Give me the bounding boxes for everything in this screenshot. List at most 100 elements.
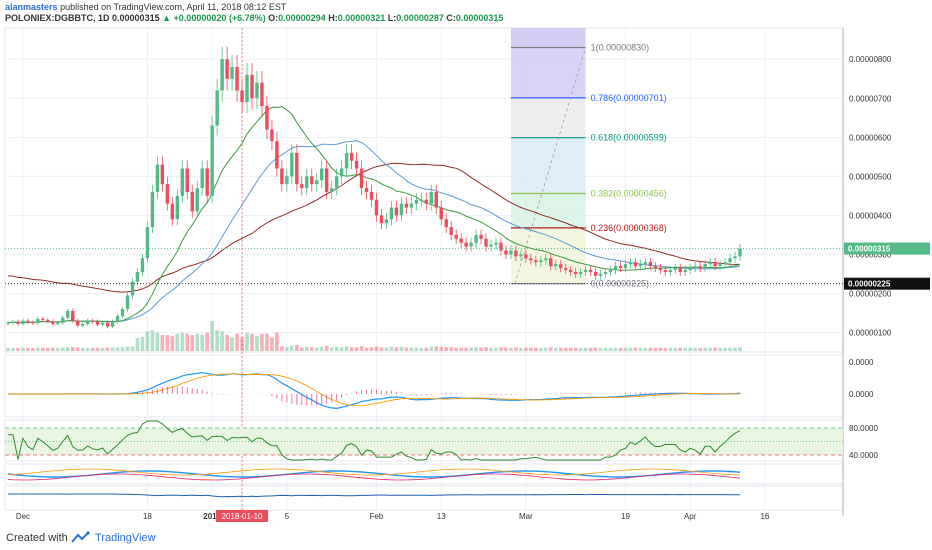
candle-body [628,262,633,265]
candle-body [31,322,35,324]
publish-line: alanmasters published on TradingView.com… [5,1,286,13]
tradingview-link[interactable]: TradingView [95,532,156,544]
last-price-tag-label: 0.00000315 [848,245,891,254]
support-price-tag [844,277,930,290]
volume-bar [593,347,598,351]
volume-bar [16,347,20,351]
candle-body [693,266,697,269]
candle-body [529,258,533,261]
candle-body [683,270,687,272]
candle-body [564,268,568,271]
volume-bar [733,347,737,351]
volume-bar [424,347,429,351]
candle-body [26,320,30,323]
chart-header: alanmasters published on TradingView.com… [0,0,932,24]
volume-bar [474,347,478,351]
candle-body [220,59,224,91]
volume-bar [499,347,503,351]
x-axis-label: 2018-01-10 [222,512,263,521]
rsi-line [8,420,741,461]
volume-bar [65,347,70,351]
volume-bar [708,347,712,351]
volume-bar [384,347,389,351]
volume-bar [673,347,678,351]
pane-0 [4,27,844,353]
price-tick-label: 0.00000100 [849,328,892,337]
volume-bar [150,330,155,351]
pane-1 [4,354,844,418]
x-axis-label: 2018 [203,512,221,521]
volume-bar [319,346,324,351]
candle-body [16,321,20,324]
candle-body [449,227,453,235]
indicator3-line-1 [7,473,741,481]
candle-body [310,176,314,185]
candle-body [329,188,334,192]
volume-bar [543,347,548,351]
candle-body [46,319,50,322]
volume-bar [130,346,135,351]
volume-bar [369,347,374,351]
volume-bar [558,347,563,351]
candle-body [200,168,204,189]
candle-body [21,320,25,324]
candle-body [688,268,692,271]
volume-bar [120,347,125,351]
volume-bar [295,344,299,351]
candle-body [369,191,374,200]
volume-bar [324,345,329,351]
volume-bar [344,346,349,351]
volume-bar [260,333,264,351]
candle-body [135,271,140,282]
volume-bar [70,347,75,351]
fib-label-5: 0(0.00000225) [591,279,650,289]
volume-bar [41,347,45,351]
high-value: 0.00000321 [337,13,386,23]
last-price: 0.00000315 [112,13,160,23]
fib-band-2 [510,137,586,194]
candle-body [588,270,593,272]
volume-bar [155,332,160,351]
candle-body [66,311,70,318]
macd-signal-line [8,373,741,407]
candle-body [718,264,722,267]
candle-body [728,258,732,263]
volume-bar [349,347,354,351]
close-value: 0.00000315 [455,13,504,23]
candle-body [185,168,189,192]
candle-body [320,168,324,181]
fib-label-3: 0.382(0.00000456) [591,189,667,199]
volume-bar [235,333,239,351]
pane-4 [4,485,844,511]
volume-bar [519,347,523,351]
candle-body [230,67,234,79]
volume-bar [683,347,688,351]
author-link[interactable]: alanmasters [5,2,58,12]
candle-body [653,266,658,269]
candle-body [474,234,478,243]
candle-body [519,254,523,257]
candle-body [504,250,508,255]
candle-body [255,82,259,99]
volume-bar [668,347,673,351]
volume-bar [314,347,319,351]
candle-body [175,195,180,220]
candle-body [80,323,85,326]
x-axis-label: Dec [16,512,30,521]
candle-body [578,271,583,274]
volume-bar [55,347,60,351]
volume-bar [11,347,15,351]
candle-body [663,270,668,272]
candle-body [41,318,45,320]
volume-bar [190,335,195,351]
volume-bar [658,347,663,351]
candle-body [170,203,175,220]
volume-bar [255,336,259,351]
volume-bar [534,347,538,351]
volume-bar [583,347,588,351]
volume-bar [80,347,85,351]
volume-bar [220,331,224,351]
volume-bar [280,346,284,351]
candle-body [703,264,707,269]
price-chart[interactable]: 0.00000100 0.00000200 0.00000300 0.00000400… [0,24,932,526]
